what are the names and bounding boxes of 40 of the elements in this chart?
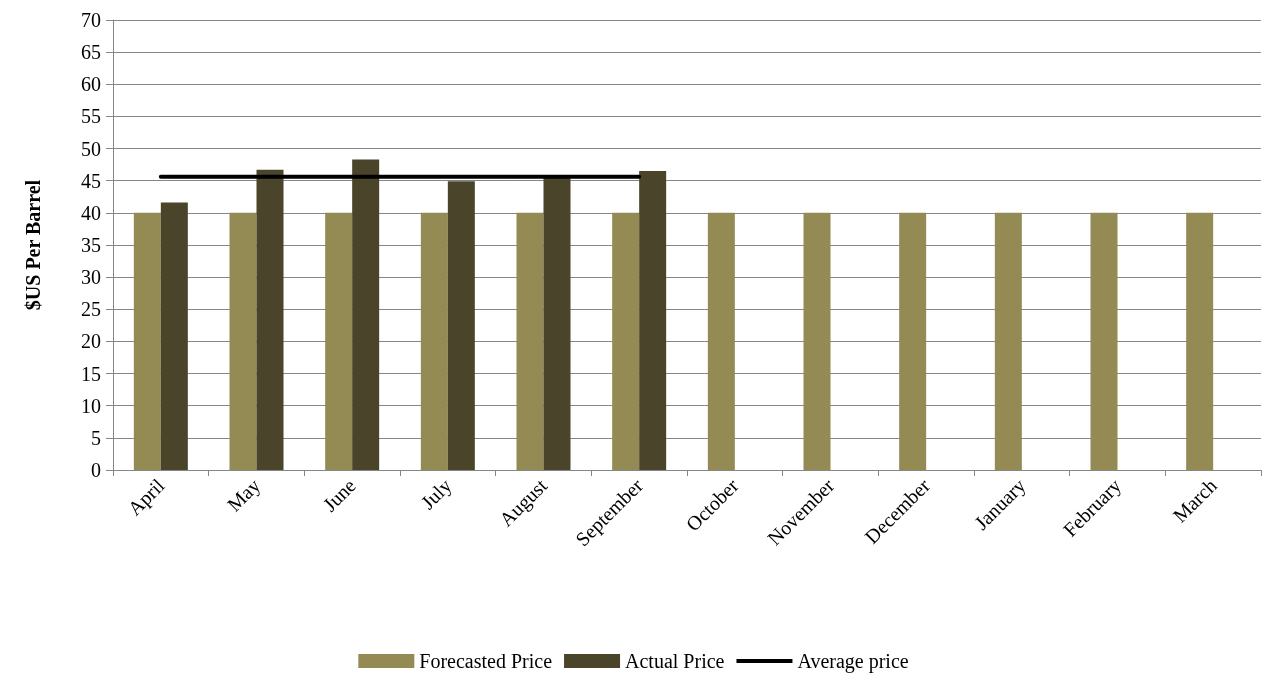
y-tick-label: 15 bbox=[81, 362, 101, 385]
bar bbox=[516, 212, 544, 470]
y-tick-label: 10 bbox=[81, 394, 101, 417]
y-tick-label: 60 bbox=[81, 73, 101, 96]
y-tick-label: 45 bbox=[81, 169, 101, 192]
y-tick-label: 70 bbox=[81, 9, 101, 31]
x-tick-label: July bbox=[416, 474, 457, 515]
legend-label: Forecasted Price bbox=[419, 650, 553, 672]
bar bbox=[352, 159, 380, 470]
y-tick-label: 30 bbox=[81, 266, 101, 289]
legend-label: Average price bbox=[797, 650, 909, 673]
y-tick-label: 55 bbox=[81, 105, 101, 128]
y-tick-label: 65 bbox=[81, 41, 101, 64]
bar bbox=[325, 212, 353, 470]
y-tick-label: 35 bbox=[81, 234, 101, 256]
bar bbox=[447, 181, 475, 470]
bar bbox=[1090, 212, 1118, 470]
bar bbox=[707, 212, 735, 470]
bar bbox=[899, 212, 927, 470]
bar bbox=[803, 212, 831, 470]
bar bbox=[639, 171, 667, 470]
y-tick-label: 25 bbox=[81, 298, 101, 321]
bar bbox=[229, 212, 257, 470]
y-axis-title: $US Per Barrel bbox=[22, 179, 44, 311]
bar bbox=[543, 176, 571, 470]
bar bbox=[612, 212, 640, 470]
bar bbox=[133, 212, 161, 470]
x-tick-label: May bbox=[222, 474, 265, 517]
y-tick-label: 5 bbox=[91, 426, 101, 449]
x-tick-label: June bbox=[318, 474, 361, 516]
y-tick-label: 50 bbox=[81, 137, 101, 160]
bar bbox=[420, 212, 448, 470]
bar bbox=[256, 169, 284, 470]
bar bbox=[160, 202, 188, 470]
y-tick-label: 40 bbox=[81, 201, 101, 224]
y-tick-label: 20 bbox=[81, 330, 101, 353]
bar bbox=[994, 212, 1022, 470]
y-tick-label: 0 bbox=[91, 459, 101, 481]
legend-label: Actual Price bbox=[625, 650, 725, 672]
bar bbox=[1186, 212, 1214, 470]
